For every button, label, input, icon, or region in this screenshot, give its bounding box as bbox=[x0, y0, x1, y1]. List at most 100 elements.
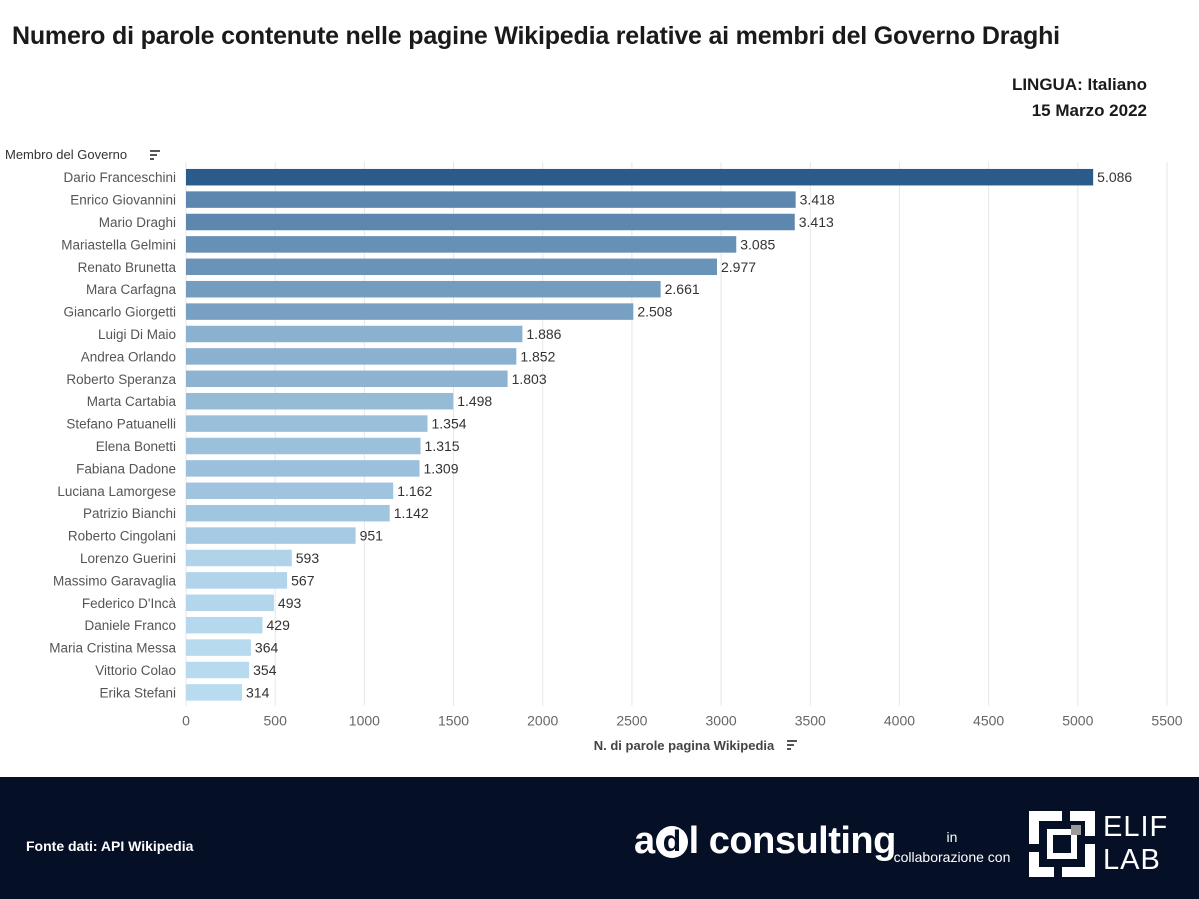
category-label: Enrico Giovannini bbox=[70, 193, 176, 208]
category-label: Mario Draghi bbox=[99, 215, 176, 230]
bar-chart: Membro del Governo Dario Franceschini 5.0… bbox=[5, 147, 1183, 753]
bar[interactable] bbox=[186, 325, 523, 343]
value-label: 1.142 bbox=[394, 505, 429, 521]
value-label: 1.309 bbox=[423, 460, 458, 476]
bar[interactable] bbox=[186, 504, 390, 522]
language-label: LINGUA: Italiano bbox=[1011, 75, 1147, 94]
x-tick-label: 2000 bbox=[527, 713, 558, 729]
elif-lab-logo-icon bbox=[1029, 811, 1095, 877]
x-tick-label: 1500 bbox=[438, 713, 469, 729]
category-label: Luciana Lamorgese bbox=[57, 484, 176, 499]
page-title: Numero di parole contenute nelle pagine … bbox=[12, 22, 1060, 50]
value-label: 593 bbox=[296, 550, 320, 566]
x-tick-label: 2500 bbox=[616, 713, 647, 729]
bar[interactable] bbox=[186, 370, 508, 388]
x-tick-label: 500 bbox=[264, 713, 288, 729]
bar[interactable] bbox=[186, 572, 288, 589]
bar[interactable] bbox=[186, 616, 263, 634]
data-source: Fonte dati: API Wikipedia bbox=[26, 838, 194, 854]
x-axis-ticks: 0 500 1000 1500 2000 2500 3000 3500 4000 4500 5000… bbox=[182, 713, 1183, 729]
category-label: Elena Bonetti bbox=[96, 439, 176, 454]
x-sort-icon[interactable] bbox=[787, 740, 797, 750]
bar[interactable] bbox=[186, 594, 274, 612]
partner-line1: ELIF bbox=[1103, 811, 1169, 843]
x-tick-label: 1000 bbox=[349, 713, 380, 729]
y-axis-title: Membro del Governo bbox=[5, 147, 127, 162]
value-label: 2.508 bbox=[637, 304, 672, 320]
collaboration-note: in collaborazione con bbox=[886, 827, 1018, 867]
bar[interactable] bbox=[186, 482, 394, 500]
value-label: 1.498 bbox=[457, 393, 492, 409]
value-label: 3.418 bbox=[800, 192, 835, 208]
value-label: 2.977 bbox=[721, 259, 756, 275]
bar[interactable] bbox=[186, 303, 634, 320]
category-label: Andrea Orlando bbox=[81, 349, 176, 364]
value-label: 493 bbox=[278, 595, 302, 611]
value-label: 314 bbox=[246, 684, 270, 700]
value-label: 951 bbox=[360, 528, 384, 544]
category-label: Mara Carfagna bbox=[86, 282, 177, 297]
bar[interactable] bbox=[186, 348, 517, 365]
bar[interactable] bbox=[186, 392, 454, 410]
bar[interactable] bbox=[186, 280, 661, 298]
bar[interactable] bbox=[186, 168, 1094, 186]
category-label: Maria Cristina Messa bbox=[49, 641, 176, 656]
value-label: 1.315 bbox=[425, 438, 460, 454]
x-tick-label: 3000 bbox=[706, 713, 737, 729]
bar[interactable] bbox=[186, 460, 420, 477]
x-tick-label: 0 bbox=[182, 713, 190, 729]
bar[interactable] bbox=[186, 236, 737, 253]
y-sort-icon[interactable] bbox=[150, 150, 160, 160]
value-label: 364 bbox=[255, 640, 279, 656]
value-label: 1.886 bbox=[526, 326, 561, 342]
logo-letter-d: d bbox=[655, 826, 688, 858]
logo-rest: l consulting bbox=[688, 820, 897, 862]
bar[interactable] bbox=[186, 684, 243, 701]
value-label: 5.086 bbox=[1097, 169, 1132, 185]
category-label: Federico D'Incà bbox=[82, 596, 177, 611]
category-label: Massimo Garavaglia bbox=[53, 573, 177, 588]
category-label: Stefano Patuanelli bbox=[66, 417, 176, 432]
value-label: 2.661 bbox=[665, 281, 700, 297]
category-label: Mariastella Gelmini bbox=[61, 237, 176, 252]
value-label: 1.354 bbox=[432, 416, 467, 432]
category-label: Vittorio Colao bbox=[95, 663, 176, 678]
bar[interactable] bbox=[186, 437, 421, 455]
x-axis-title: N. di parole pagina Wikipedia bbox=[594, 738, 775, 753]
x-tick-label: 4500 bbox=[973, 713, 1004, 729]
logo-letter-a: a bbox=[634, 820, 655, 862]
x-tick-label: 5500 bbox=[1151, 713, 1182, 729]
category-label: Fabiana Dadone bbox=[76, 461, 176, 476]
value-label: 3.413 bbox=[799, 214, 834, 230]
value-label: 354 bbox=[253, 662, 277, 678]
category-label: Renato Brunetta bbox=[78, 260, 177, 275]
category-label: Dario Franceschini bbox=[63, 170, 176, 185]
category-label: Giancarlo Giorgetti bbox=[63, 305, 176, 320]
x-tick-label: 3500 bbox=[795, 713, 826, 729]
value-label: 3.085 bbox=[740, 236, 775, 252]
category-label: Luigi Di Maio bbox=[98, 327, 176, 342]
collab-text: collaborazione con bbox=[893, 849, 1011, 865]
bar[interactable] bbox=[186, 258, 717, 276]
bar[interactable] bbox=[186, 661, 250, 679]
category-label: Lorenzo Guerini bbox=[80, 551, 176, 566]
bar[interactable] bbox=[186, 549, 292, 567]
bar[interactable] bbox=[186, 415, 428, 432]
bar[interactable] bbox=[186, 213, 795, 231]
chart-meta: LINGUA: Italiano 15 Marzo 2022 bbox=[1012, 72, 1147, 124]
bar[interactable] bbox=[186, 527, 356, 544]
bar[interactable] bbox=[186, 191, 796, 208]
value-label: 1.803 bbox=[512, 371, 547, 387]
category-label: Marta Cartabia bbox=[87, 394, 177, 409]
x-tick-label: 5000 bbox=[1062, 713, 1093, 729]
bar[interactable] bbox=[186, 639, 251, 656]
category-label: Roberto Speranza bbox=[66, 372, 176, 387]
collab-in: in bbox=[946, 829, 958, 845]
date-label: 15 Marzo 2022 bbox=[1031, 101, 1147, 120]
category-label: Roberto Cingolani bbox=[68, 529, 176, 544]
partner-line2: LAB bbox=[1103, 844, 1161, 876]
value-label: 429 bbox=[267, 617, 291, 633]
elif-lab-wordmark: ELIF LAB bbox=[1103, 811, 1168, 877]
